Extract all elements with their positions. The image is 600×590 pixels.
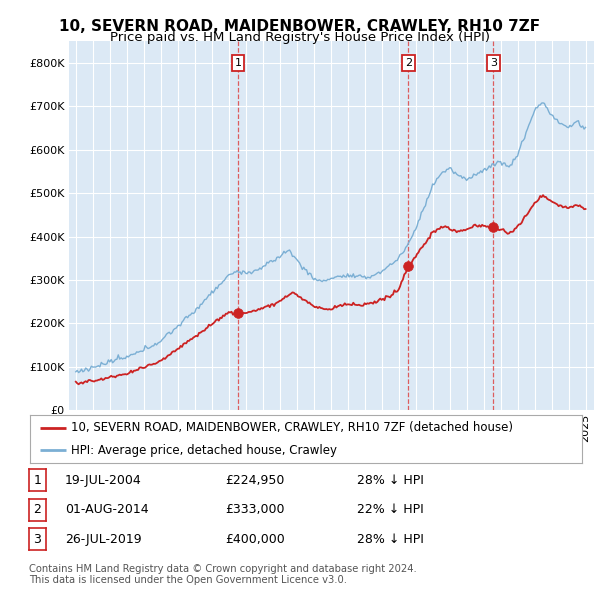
Text: £224,950: £224,950 [225, 474, 284, 487]
Text: 22% ↓ HPI: 22% ↓ HPI [357, 503, 424, 516]
Text: 3: 3 [33, 533, 41, 546]
Text: 28% ↓ HPI: 28% ↓ HPI [357, 474, 424, 487]
Text: Contains HM Land Registry data © Crown copyright and database right 2024.
This d: Contains HM Land Registry data © Crown c… [29, 563, 416, 585]
Text: 10, SEVERN ROAD, MAIDENBOWER, CRAWLEY, RH10 7ZF: 10, SEVERN ROAD, MAIDENBOWER, CRAWLEY, R… [59, 19, 541, 34]
Text: 2: 2 [33, 503, 41, 516]
Text: Price paid vs. HM Land Registry's House Price Index (HPI): Price paid vs. HM Land Registry's House … [110, 31, 490, 44]
Text: 19-JUL-2004: 19-JUL-2004 [65, 474, 142, 487]
Text: 26-JUL-2019: 26-JUL-2019 [65, 533, 142, 546]
Text: 1: 1 [235, 58, 241, 68]
Text: 01-AUG-2014: 01-AUG-2014 [65, 503, 148, 516]
Text: £333,000: £333,000 [225, 503, 284, 516]
Text: 2: 2 [405, 58, 412, 68]
Text: £400,000: £400,000 [225, 533, 285, 546]
Text: 10, SEVERN ROAD, MAIDENBOWER, CRAWLEY, RH10 7ZF (detached house): 10, SEVERN ROAD, MAIDENBOWER, CRAWLEY, R… [71, 421, 514, 434]
Text: 1: 1 [33, 474, 41, 487]
Text: HPI: Average price, detached house, Crawley: HPI: Average price, detached house, Craw… [71, 444, 337, 457]
Text: 3: 3 [490, 58, 497, 68]
Text: 28% ↓ HPI: 28% ↓ HPI [357, 533, 424, 546]
